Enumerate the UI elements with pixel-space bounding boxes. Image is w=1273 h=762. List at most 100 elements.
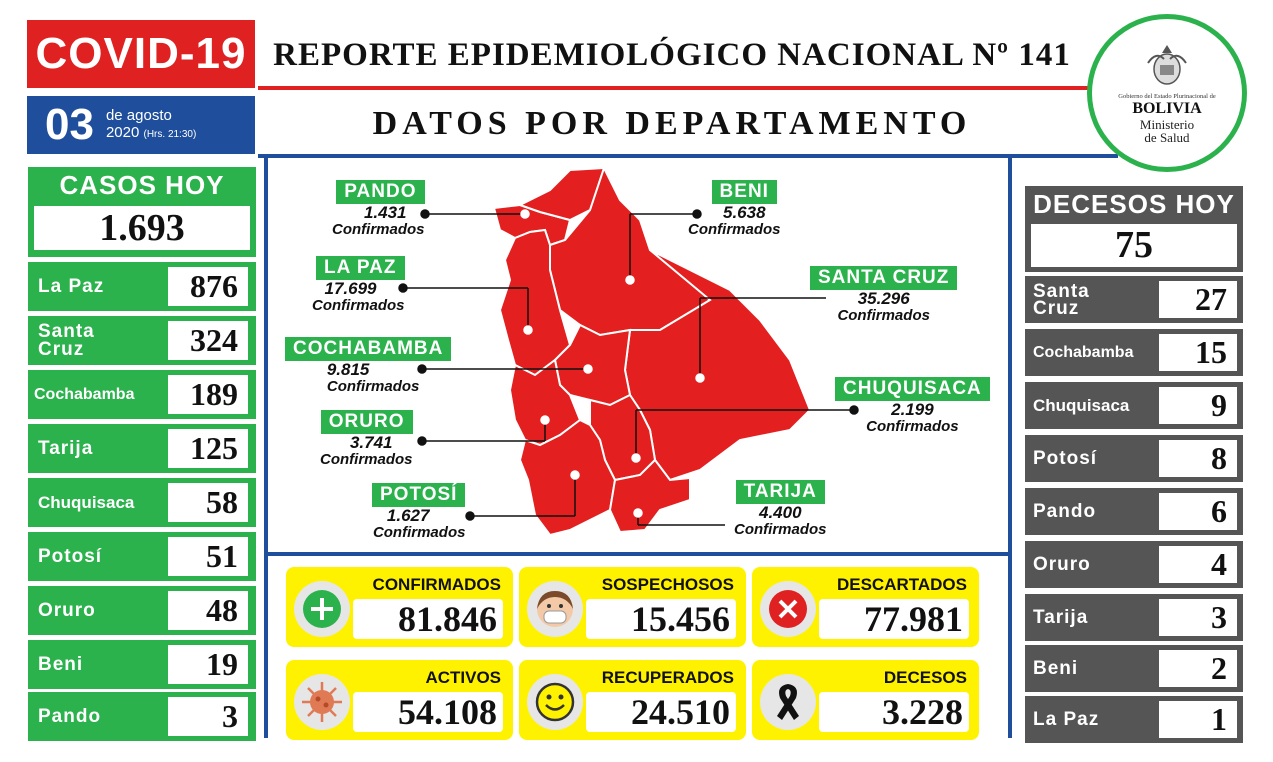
map-label-cochabamba: COCHABAMBA 9.815 Confirmados [285, 337, 452, 395]
cases-row-value: 51 [168, 537, 248, 576]
card-value: 54.108 [353, 692, 503, 732]
date-day: 03 [45, 100, 94, 149]
ministry-logo: Gobierno del Estado Plurinacional de BOL… [1087, 14, 1247, 172]
card-decesos: DECESOS 3.228 [752, 660, 979, 740]
map-label-value: 1.431 [363, 203, 407, 222]
deaths-row-name: Potosí [1033, 448, 1098, 469]
report-title: REPORTE EPIDEMIOLÓGICO NACIONAL Nº 141 [273, 36, 1071, 73]
logo-country-text: BOLIVIA [1132, 99, 1202, 117]
card-value: 24.510 [586, 692, 736, 732]
map-label-confirmed: Confirmados [837, 307, 930, 324]
smile-icon [527, 674, 583, 730]
cases-row-value: 324 [168, 321, 248, 360]
frame-middle-line [264, 552, 1012, 556]
map-label-potosi: POTOSÍ 1.627 Confirmados [372, 483, 466, 541]
cases-row-pando: Pando 3 [28, 692, 256, 741]
deaths-row-name: La Paz [1033, 709, 1100, 730]
deaths-row-beni: Beni 2 [1025, 645, 1243, 692]
deaths-row-name: Chuquisaca [1033, 396, 1130, 415]
deaths-row-name: Oruro [1033, 554, 1091, 575]
card-value: 15.456 [586, 599, 736, 639]
cases-row-chuquisaca: Chuquisaca 58 [28, 478, 256, 527]
card-label: CONFIRMADOS [372, 575, 501, 594]
cases-row-potosi: Potosí 51 [28, 532, 256, 581]
coat-of-arms-icon [1147, 44, 1187, 85]
map-label-value: 9.815 [326, 360, 370, 379]
map-label-value: 17.699 [324, 279, 377, 298]
red-divider [258, 86, 1088, 90]
map-label-tarija: TARIJA 4.400 Confirmados [734, 480, 827, 538]
deaths-row-chuquisaca: Chuquisaca 9 [1025, 382, 1243, 429]
date-badge: 03 de agosto 2020 (Hrs. 21:30) [27, 96, 255, 154]
map-label-confirmed: Confirmados [326, 378, 420, 395]
map-label-name: PANDO [336, 180, 425, 204]
map-label-value: 2.199 [891, 400, 934, 419]
card-descartados: DESCARTADOS 77.981 [752, 567, 979, 647]
map-label-name: TARIJA [735, 480, 825, 504]
cases-row-value: 125 [168, 429, 248, 468]
virus-icon [294, 674, 350, 730]
map-label-value: 1.627 [386, 506, 430, 525]
deaths-row-potosi: Potosí 8 [1025, 435, 1243, 482]
cases-row-name: Beni [38, 653, 84, 675]
deaths-row-name: Tarija [1033, 607, 1089, 628]
deaths-row-tarija: Tarija 3 [1025, 594, 1243, 641]
deaths-row-value: 9 [1159, 387, 1237, 424]
deaths-row-la-paz: La Paz 1 [1025, 696, 1243, 743]
deaths-row-value: 1 [1159, 701, 1237, 738]
map-label-value: 5.638 [722, 203, 766, 222]
deaths-row-value: 3 [1159, 599, 1237, 636]
cases-row-value: 19 [168, 645, 248, 684]
frame-right-line [1008, 158, 1012, 738]
map-label-name: POTOSÍ [372, 483, 466, 507]
cases-row-cochabamba: Cochabamba 189 [28, 370, 256, 419]
deaths-row-name: Cochabamba [1033, 344, 1134, 361]
map-label-name: COCHABAMBA [285, 337, 452, 361]
frame-left-line [264, 158, 268, 738]
deaths-row-value: 15 [1159, 334, 1237, 371]
map-label-pando: PANDO 1.431 Confirmados [332, 180, 425, 238]
map-label-name: LA PAZ [316, 256, 405, 280]
cases-row-name: Cochabamba [34, 385, 135, 403]
date-year: 2020 [105, 124, 140, 141]
card-sospechosos: SOSPECHOSOS 15.456 [519, 567, 746, 647]
map-label-la-paz: LA PAZ 17.699 Confirmados [312, 256, 405, 314]
cases-row-value: 48 [168, 591, 248, 630]
map-label-santa-cruz: SANTA CRUZ 35.296 Confirmados [810, 266, 958, 324]
map-connectors [398, 209, 859, 526]
map-label-value: 3.741 [349, 433, 393, 452]
cases-row-name: Pando [38, 705, 102, 727]
plus-icon [294, 581, 350, 637]
cases-row-santa-cruz: Santa Cruz 324 [28, 316, 256, 365]
map-tarija [608, 458, 691, 534]
cases-row-name: Oruro [38, 599, 96, 621]
card-value: 3.228 [819, 692, 969, 732]
card-label: RECUPERADOS [601, 668, 734, 687]
deaths-row-value: 4 [1159, 546, 1237, 583]
deaths-row-value: 27 [1159, 281, 1237, 318]
map-label-name: CHUQUISACA [835, 377, 990, 401]
card-confirmados: CONFIRMADOS 81.846 [286, 567, 513, 647]
map-label-confirmed: Confirmados [734, 521, 827, 538]
map-label-confirmed: Confirmados [332, 221, 425, 238]
map-label-confirmed: Confirmados [372, 524, 466, 541]
deaths-today-label: DECESOS HOY [1033, 189, 1235, 219]
card-value: 77.981 [819, 599, 969, 639]
deaths-row-cochabamba: Cochabamba 15 [1025, 329, 1243, 376]
date-hours: (Hrs. 21:30) [143, 129, 197, 140]
cases-row-name: Tarija [38, 437, 94, 459]
cases-row-name: Chuquisaca [38, 492, 135, 512]
card-activos: ACTIVOS 54.108 [286, 660, 513, 740]
map-label-confirmed: Confirmados [688, 221, 781, 238]
deaths-row-oruro: Oruro 4 [1025, 541, 1243, 588]
deaths-row-pando: Pando 6 [1025, 488, 1243, 535]
map-label-name: BENI [711, 180, 777, 204]
cases-row-value: 189 [168, 375, 248, 414]
card-recuperados: RECUPERADOS 24.510 [519, 660, 746, 740]
x-circle-icon [760, 581, 816, 637]
deaths-row-santa-cruz: Santa Cruz 27 [1025, 276, 1243, 323]
card-label: DESCARTADOS [836, 575, 967, 594]
cases-today-total: 1.693 [34, 206, 250, 250]
date-month: de agosto [105, 107, 172, 124]
cases-row-tarija: Tarija 125 [28, 424, 256, 473]
